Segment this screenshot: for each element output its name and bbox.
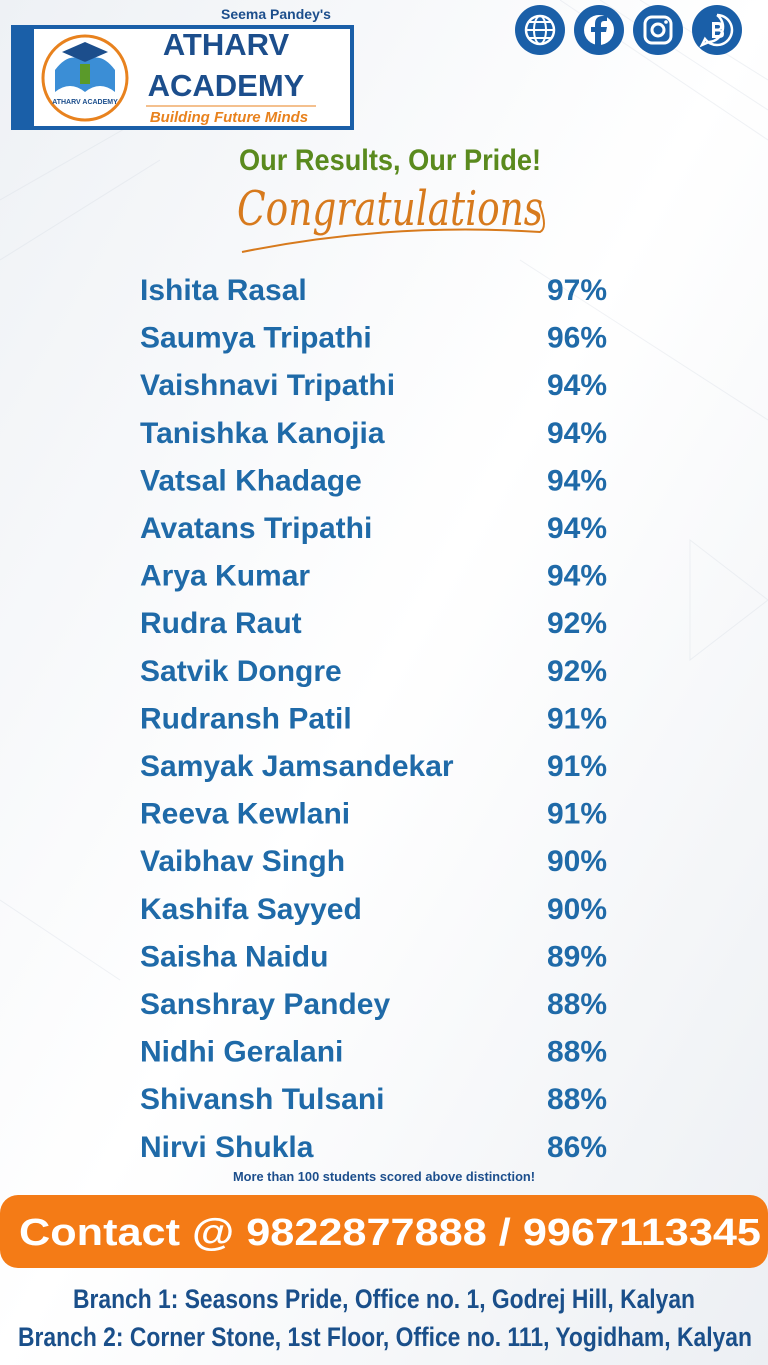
student-name: Nidhi Geralani [140,1036,343,1069]
student-score: 90% [547,893,607,926]
student-score: 97% [547,274,607,307]
results-list: Ishita Rasal 97% Saumya Tripathi 96% Vaishna… [140,274,607,1164]
student-name: Tanishka Kanojia [140,417,385,450]
student-name: Kashifa Sayyed [140,893,362,926]
flourish [241,205,545,253]
facebook-icon[interactable] [574,5,624,55]
logo-emblem: ATHARV ACADEMY [41,34,129,122]
student-score: 94% [547,464,607,497]
student-name: Saumya Tripathi [140,322,372,355]
owner: Seema Pandey's [221,6,331,22]
academy-name: ACADEMY [148,68,305,103]
contact[interactable]: Contact @ 9822877888 / 9967113345 [19,1212,761,1254]
student-score: 88% [547,1083,607,1116]
student-score: 89% [547,940,607,973]
student-name: Sanshray Pandey [140,988,390,1021]
student-score: 94% [547,417,607,450]
subheadline: Congratulations [237,181,543,237]
logo-caption: ATHARV ACADEMY [52,99,118,106]
student-score: 91% [547,750,607,783]
branch-address: Branch 2: Corner Stone, 1st Floor, Offic… [18,1322,752,1352]
student-name: Samyak Jamsandekar [140,750,454,783]
branch-address: Branch 1: Seasons Pride, Office no. 1, G… [73,1284,695,1314]
student-score: 92% [547,655,607,688]
student-name: Shivansh Tulsani [140,1083,385,1116]
instagram-icon[interactable] [633,5,683,55]
business-icon[interactable] [692,5,742,55]
student-name: Ishita Rasal [140,274,307,307]
student-name: Vaishnavi Tripathi [140,369,395,402]
tagline: Building Future Minds [150,109,308,126]
academy-name: ATHARV [163,27,290,62]
student-name: Nirvi Shukla [140,1131,314,1164]
student-score: 94% [547,369,607,402]
student-score: 88% [547,988,607,1021]
student-score: 91% [547,798,607,831]
student-name: Arya Kumar [140,560,310,593]
website-icon[interactable] [515,5,565,55]
student-score: 88% [547,1036,607,1069]
contact-bar [0,1195,768,1268]
student-score: 92% [547,607,607,640]
student-score: 91% [547,702,607,735]
headline: Our Results, Our Pride! [239,144,541,177]
student-score: 94% [547,560,607,593]
student-score: 90% [547,845,607,878]
social-icons [515,5,742,55]
note: More than 100 students scored above dist… [233,1169,535,1184]
student-score: 94% [547,512,607,545]
student-name: Avatans Tripathi [140,512,372,545]
student-name: Satvik Dongre [140,655,342,688]
student-name: Vatsal Khadage [140,464,362,497]
student-score: 86% [547,1131,607,1164]
student-name: Rudra Raut [140,607,302,640]
student-name: Rudransh Patil [140,702,352,735]
student-name: Reeva Kewlani [140,798,350,831]
student-name: Vaibhav Singh [140,845,345,878]
student-name: Saisha Naidu [140,940,328,973]
student-score: 96% [547,322,607,355]
